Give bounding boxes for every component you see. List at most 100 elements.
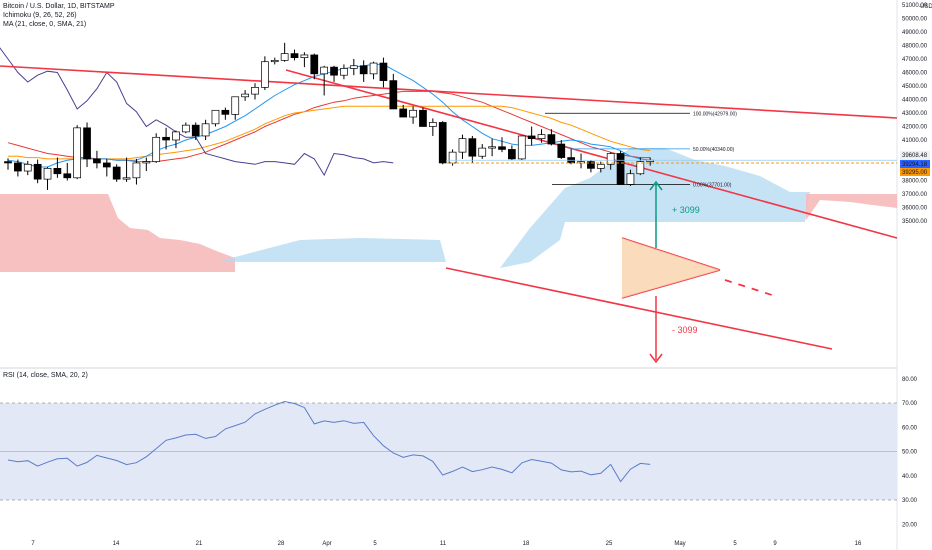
ma-legend: MA (21, close, 0, SMA, 21) bbox=[3, 21, 87, 28]
date-tick-label: 28 bbox=[278, 541, 285, 547]
kumo-bear-future bbox=[806, 194, 897, 220]
candle-body bbox=[261, 61, 269, 88]
candle-body bbox=[626, 173, 635, 185]
candle-body bbox=[636, 161, 645, 175]
candle-body bbox=[152, 136, 161, 162]
candle-body bbox=[458, 138, 467, 153]
candle-body bbox=[340, 68, 348, 76]
date-tick-label: May bbox=[674, 541, 685, 547]
current-price-badge: 39608.48 bbox=[902, 153, 928, 159]
price-tick-label: 45000.00 bbox=[902, 84, 928, 90]
target-down-head bbox=[649, 353, 663, 364]
price-tick-label: 47000.00 bbox=[902, 57, 928, 63]
candle-body bbox=[181, 124, 190, 133]
candle-body bbox=[547, 134, 556, 145]
ma21-line bbox=[7, 90, 651, 163]
date-tick-label: 7 bbox=[31, 541, 35, 547]
target-up-head bbox=[649, 180, 663, 191]
candle-body bbox=[606, 153, 615, 165]
candle-body bbox=[616, 153, 625, 185]
candle-body bbox=[537, 134, 546, 140]
price-tick-label: 50000.00 bbox=[902, 17, 928, 23]
candle-body bbox=[33, 163, 42, 180]
rsi-legend: RSI (14, close, SMA, 20, 2) bbox=[3, 372, 88, 379]
triangle-fill bbox=[622, 238, 720, 298]
candle-body bbox=[409, 109, 417, 118]
fib-mid-label: 50.00%(40340.00) bbox=[693, 147, 734, 153]
candle-body bbox=[369, 62, 378, 75]
candle-body bbox=[63, 173, 72, 179]
tenkan-line bbox=[7, 63, 651, 168]
fib-low-label: 0.00%(37701.00) bbox=[693, 183, 732, 189]
candle-body bbox=[498, 146, 506, 150]
price-tick-label: 37000.00 bbox=[902, 192, 928, 198]
candle-body bbox=[438, 122, 447, 164]
candle-body bbox=[399, 108, 408, 118]
projection-dashed bbox=[724, 279, 776, 297]
candle-body bbox=[290, 53, 299, 58]
date-tick-label: Apr bbox=[322, 541, 331, 547]
trendline-upper-long bbox=[0, 65, 898, 119]
kumo-bear-left bbox=[0, 194, 235, 272]
fib-high-label: 100.00%(42979.00) bbox=[693, 111, 737, 117]
candle-body bbox=[468, 138, 477, 157]
current-price-badge-bg bbox=[900, 150, 930, 159]
price-tick-label: 46000.00 bbox=[902, 71, 928, 77]
candle-body bbox=[43, 168, 52, 180]
candle-body bbox=[557, 143, 566, 158]
rsi-tick-label: 50.00 bbox=[902, 450, 918, 456]
candle-body bbox=[419, 109, 427, 127]
candle-body bbox=[270, 59, 279, 63]
candle-body bbox=[122, 177, 131, 180]
candle-body bbox=[448, 151, 457, 164]
candle-body bbox=[142, 161, 151, 164]
candle-body bbox=[221, 109, 230, 115]
candle-body bbox=[320, 66, 329, 75]
candle-body bbox=[330, 66, 338, 76]
candle-body bbox=[508, 149, 516, 160]
target-up-label: + 3099 bbox=[672, 205, 700, 215]
trendline-descending bbox=[285, 69, 898, 239]
candle-body bbox=[389, 80, 398, 110]
rsi-tick-label: 40.00 bbox=[902, 474, 918, 480]
price-tick-label: 38000.00 bbox=[902, 179, 928, 185]
price-tick-label: 49000.00 bbox=[902, 30, 928, 36]
date-tick-label: 16 bbox=[855, 541, 862, 547]
price-tick-label: 43000.00 bbox=[902, 111, 928, 117]
candle-body bbox=[596, 163, 605, 169]
candle-body bbox=[14, 162, 22, 172]
price-tick-label: 51000.00 bbox=[902, 3, 928, 9]
currency-label: USD bbox=[920, 4, 932, 10]
price-tick-label: 41000.00 bbox=[902, 138, 928, 144]
trendline-support bbox=[445, 267, 833, 350]
rsi-tick-label: 60.00 bbox=[902, 425, 918, 431]
kumo-bull-mid bbox=[216, 238, 446, 262]
candle-body bbox=[478, 147, 487, 157]
candle-body bbox=[73, 127, 82, 179]
candle-body bbox=[191, 124, 200, 137]
date-tick-label: 5 bbox=[733, 541, 737, 547]
candle-body bbox=[349, 65, 358, 69]
candle-body bbox=[172, 131, 180, 141]
candle-body bbox=[83, 127, 91, 160]
tenkan-price-badge: 39294.18 bbox=[902, 162, 928, 168]
date-tick-label: 11 bbox=[440, 541, 447, 547]
date-tick-label: 25 bbox=[606, 541, 613, 547]
rsi-tick-label: 20.00 bbox=[902, 522, 918, 528]
candle-body bbox=[112, 166, 121, 180]
date-tick-label: 21 bbox=[196, 541, 203, 547]
candle-body bbox=[241, 93, 249, 98]
candle-body bbox=[488, 146, 496, 149]
candle-body bbox=[280, 53, 289, 61]
price-tick-label: 42000.00 bbox=[902, 125, 928, 131]
candle-body bbox=[379, 62, 388, 81]
rsi-tick-label: 70.00 bbox=[902, 401, 918, 407]
candle-body bbox=[428, 122, 437, 127]
tenkan-price-badge-bg bbox=[900, 160, 930, 169]
price-tick-label: 35000.00 bbox=[902, 219, 928, 225]
price-tick-label: 44000.00 bbox=[902, 98, 928, 104]
candle-body bbox=[211, 109, 220, 125]
candle-body bbox=[310, 54, 319, 75]
rsi-tick-label: 30.00 bbox=[902, 498, 918, 504]
